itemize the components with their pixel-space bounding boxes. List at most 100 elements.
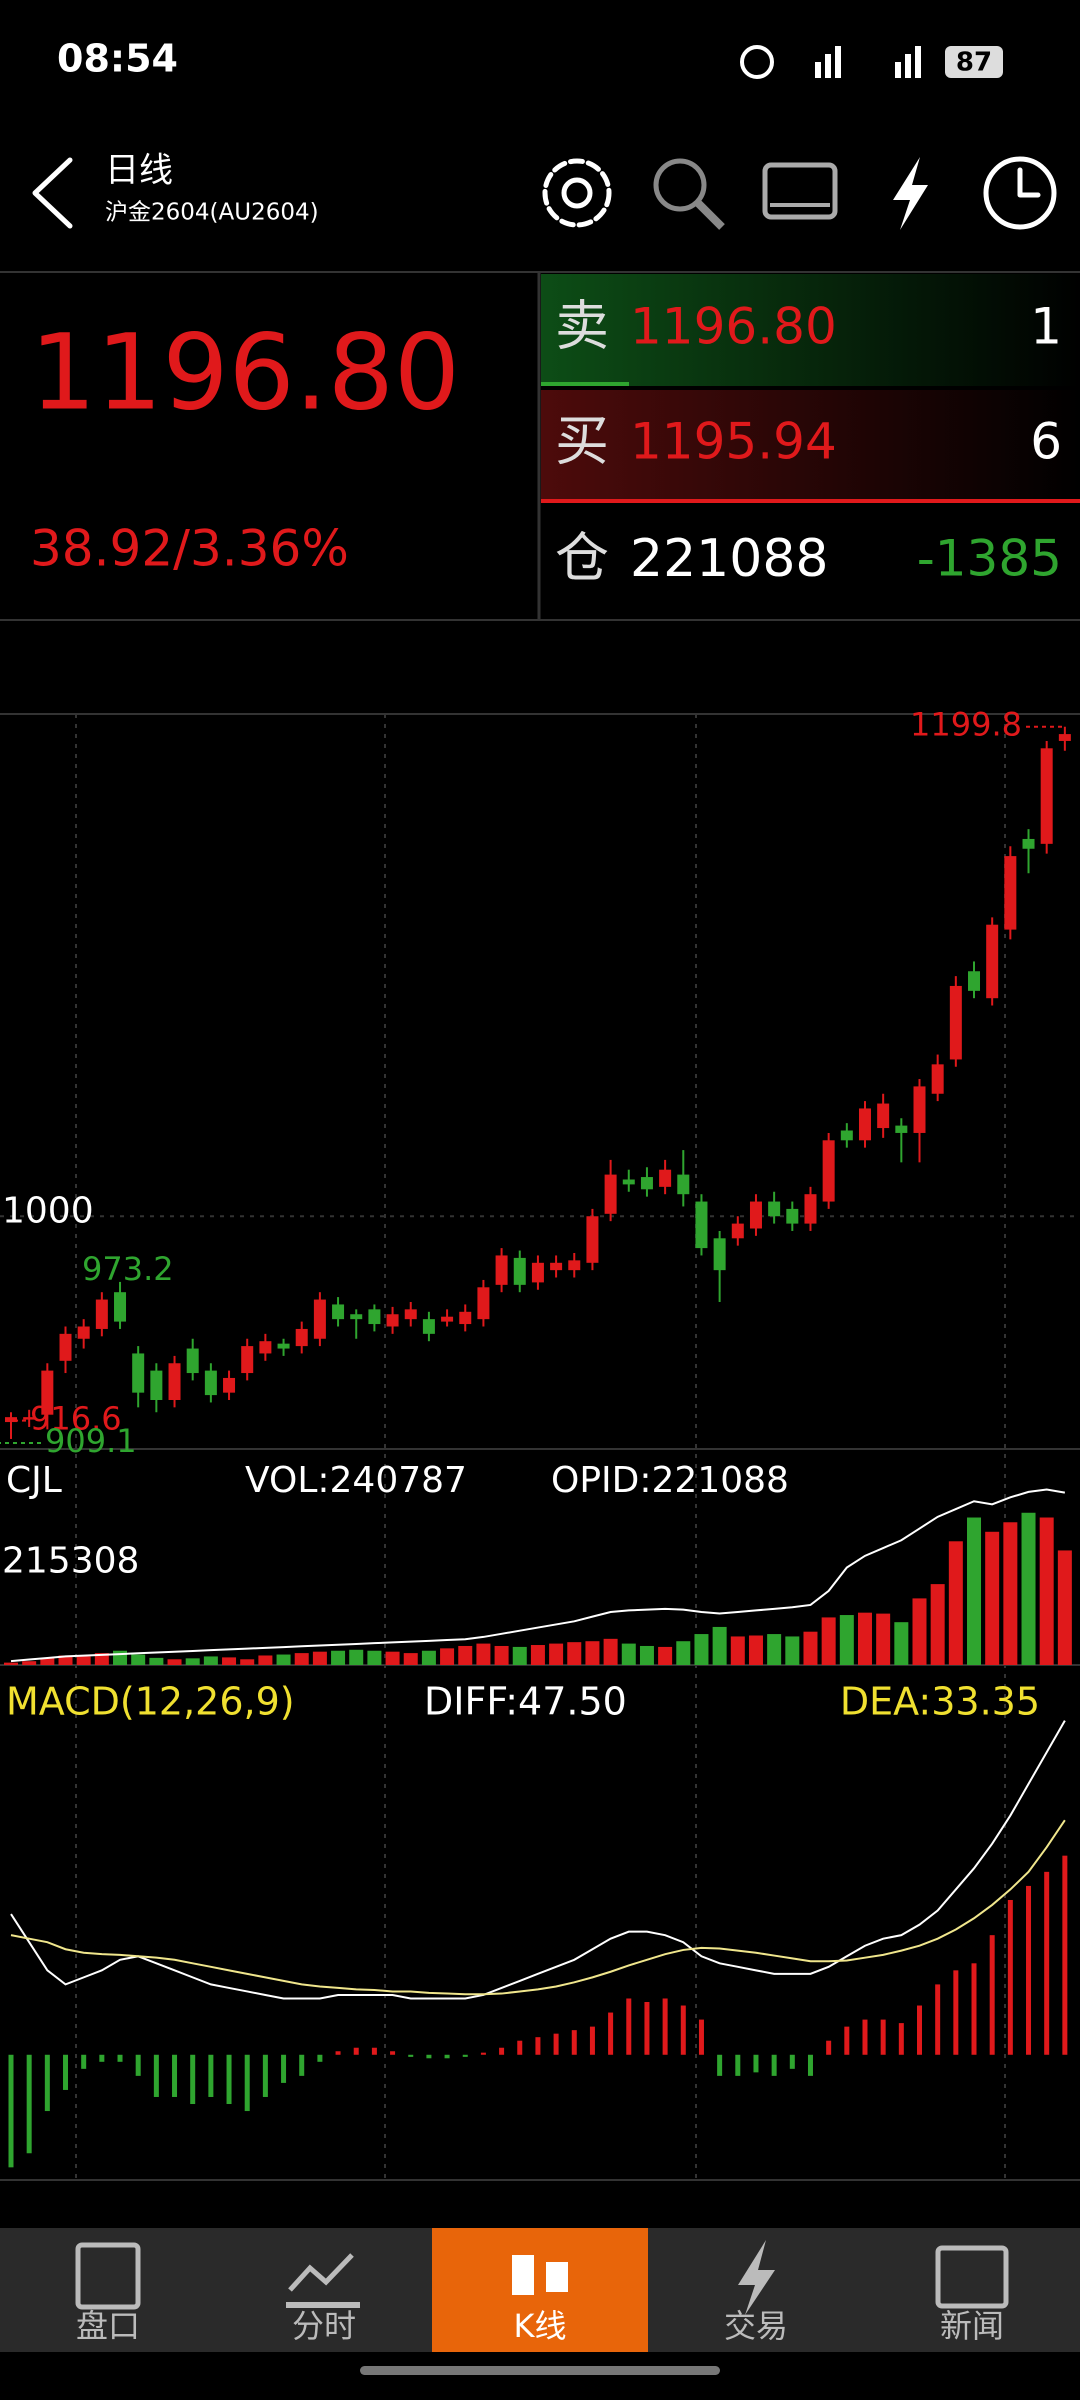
volume-bar <box>530 1645 545 1665</box>
tab-label[interactable]: 分时 <box>292 2307 356 2345</box>
candle-body <box>1058 734 1071 741</box>
candle-body <box>350 1314 363 1320</box>
ask-row <box>541 274 1080 386</box>
tab-label[interactable]: K线 <box>514 2307 567 2345</box>
volume-bar <box>1003 1522 1018 1665</box>
macd-bar <box>789 2054 795 2069</box>
candle-body <box>95 1299 108 1329</box>
macd-bar <box>935 1984 941 2055</box>
tab-label[interactable]: 新闻 <box>940 2307 1004 2345</box>
tab-label[interactable]: 盘口 <box>76 2307 140 2345</box>
tab-icon <box>546 2262 568 2292</box>
flash-button[interactable] <box>893 157 928 230</box>
search-button[interactable] <box>653 158 725 230</box>
volume-bar <box>476 1643 491 1665</box>
legend-label: CJL <box>6 1460 62 1501</box>
signal-bar <box>905 54 911 78</box>
macd-bar <box>571 2030 577 2055</box>
volume-bar <box>421 1650 436 1665</box>
volume-bar <box>948 1541 963 1665</box>
status-icons: 87 <box>740 45 1003 79</box>
macd-bar <box>99 2054 105 2062</box>
candle-body <box>804 1194 817 1224</box>
macd-bar <box>917 2005 922 2055</box>
battery-icon <box>945 46 1003 78</box>
macd-bar <box>553 2033 559 2055</box>
clock-button[interactable] <box>983 156 1057 230</box>
price-annotation: 909.1 <box>45 1422 137 1460</box>
volume-bar <box>748 1635 763 1665</box>
candle-body <box>441 1316 454 1322</box>
candle-body <box>822 1140 835 1202</box>
macd-bar <box>135 2054 141 2076</box>
macd-bar <box>63 2054 69 2090</box>
candle-body <box>477 1287 490 1320</box>
y-tick-label: 1000 <box>2 1190 94 1231</box>
candle-body <box>568 1260 581 1271</box>
candle-body <box>204 1370 217 1396</box>
candle-body <box>332 1304 345 1320</box>
macd-bar <box>226 2054 232 2105</box>
back-button[interactable] <box>32 157 73 229</box>
volume-bar <box>349 1649 364 1665</box>
candle-body <box>41 1370 54 1415</box>
settings-button[interactable] <box>542 158 612 228</box>
signal-bar <box>835 46 841 78</box>
candle-body <box>186 1348 199 1374</box>
candle-body <box>114 1292 127 1322</box>
macd-bar <box>1044 1871 1050 2055</box>
volume-bar <box>240 1659 255 1665</box>
header-title: 日线 <box>105 151 173 191</box>
tab-label[interactable]: 交易 <box>724 2307 788 2345</box>
volume-bar <box>512 1646 527 1665</box>
bid-qty: 6 <box>1030 413 1062 471</box>
volume-bar <box>458 1645 473 1665</box>
price-annotation: 973.2 <box>82 1250 174 1288</box>
signal-bar <box>815 62 821 78</box>
candle-body <box>768 1201 781 1217</box>
tab-icon <box>935 2245 1009 2309</box>
time-grid <box>75 714 1006 2180</box>
macd-bar <box>26 2054 32 2154</box>
candle-body <box>931 1064 944 1094</box>
alarm-icon <box>740 45 774 79</box>
macd-bar <box>698 2019 704 2055</box>
volume-bar <box>585 1641 600 1665</box>
volume-bar <box>567 1642 582 1665</box>
macd-bar <box>480 2052 486 2055</box>
bid-price: 1195.94 <box>630 413 837 471</box>
bid-label: 买 <box>555 410 609 473</box>
macd-bar <box>989 1935 995 2055</box>
y-tick-label: 215308 <box>2 1541 139 1582</box>
candle-body <box>168 1363 181 1400</box>
candle-body <box>895 1125 908 1133</box>
candle-body <box>731 1223 744 1239</box>
legend-label: DIFF:47.50 <box>424 1680 627 1724</box>
macd-bar <box>898 2023 904 2055</box>
ask-price: 1196.80 <box>630 298 837 356</box>
macd-bar <box>317 2054 323 2062</box>
volume-bar <box>930 1584 945 1665</box>
volume-bar <box>785 1636 800 1665</box>
candle-body <box>77 1326 90 1339</box>
volume-bar <box>385 1651 400 1665</box>
macd-bar <box>408 2054 414 2057</box>
candle-body <box>604 1174 617 1214</box>
candle-body <box>968 971 981 991</box>
candle-body <box>23 1417 36 1420</box>
candle-body <box>404 1309 417 1320</box>
candle-body <box>277 1343 290 1349</box>
layout-button[interactable] <box>762 162 838 220</box>
macd-bar <box>1026 1885 1032 2055</box>
macd-bar <box>335 2051 341 2055</box>
candle-body <box>295 1328 308 1347</box>
macd-bar <box>244 2054 250 2112</box>
volume-bar <box>676 1641 691 1665</box>
macd-bar <box>208 2054 214 2097</box>
header-subtitle: 沪金2604(AU2604) <box>105 200 319 226</box>
signal-bar <box>915 46 921 78</box>
candle-body <box>622 1179 635 1185</box>
macd-bar <box>626 1998 632 2055</box>
volume-bar <box>857 1612 872 1665</box>
